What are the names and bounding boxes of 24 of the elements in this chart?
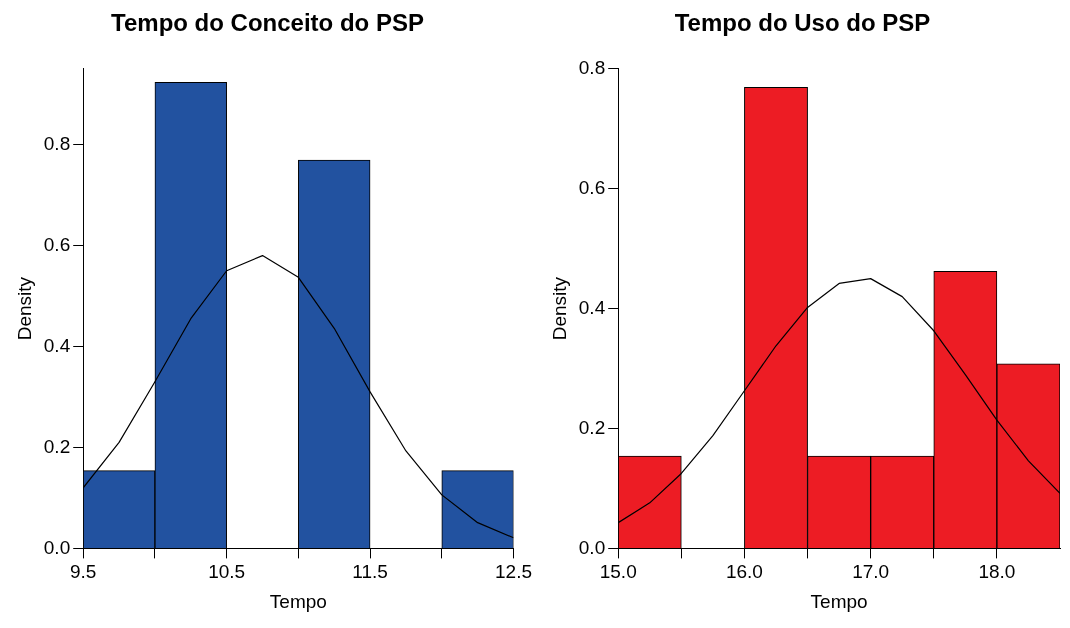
y-tick-label: 0.8: [578, 57, 606, 79]
y-axis-title: Density: [548, 276, 570, 341]
x-axis-title: Tempo: [810, 590, 868, 612]
x-tick-label: 10.5: [208, 561, 246, 583]
chart-title: Tempo do Conceito do PSP: [111, 9, 424, 37]
y-tick-label: 0.4: [578, 296, 606, 318]
y-tick-label: 0.2: [43, 435, 71, 457]
x-tick-label: 12.5: [495, 561, 532, 583]
y-tick-label: 0.0: [578, 536, 606, 558]
x-tick-label: 15.0: [599, 561, 637, 583]
x-axis-title: Tempo: [269, 590, 327, 612]
x-tick-label: 17.0: [852, 561, 890, 583]
y-tick-label: 0.2: [578, 416, 606, 438]
y-tick-label: 0.8: [43, 132, 71, 154]
x-tick-label: 11.5: [352, 561, 388, 583]
y-tick-label: 0.6: [43, 233, 71, 255]
x-tick-label: 18.0: [978, 561, 1016, 583]
x-tick-label: 16.0: [725, 561, 763, 583]
chart-title: Tempo do Uso do PSP: [674, 9, 931, 37]
x-tick-label: 9.5: [70, 561, 97, 583]
y-tick-label: 0.4: [43, 334, 71, 356]
y-tick-label: 0.0: [43, 536, 71, 558]
y-tick-label: 0.6: [578, 176, 606, 198]
y-axis-title: Density: [13, 276, 35, 341]
